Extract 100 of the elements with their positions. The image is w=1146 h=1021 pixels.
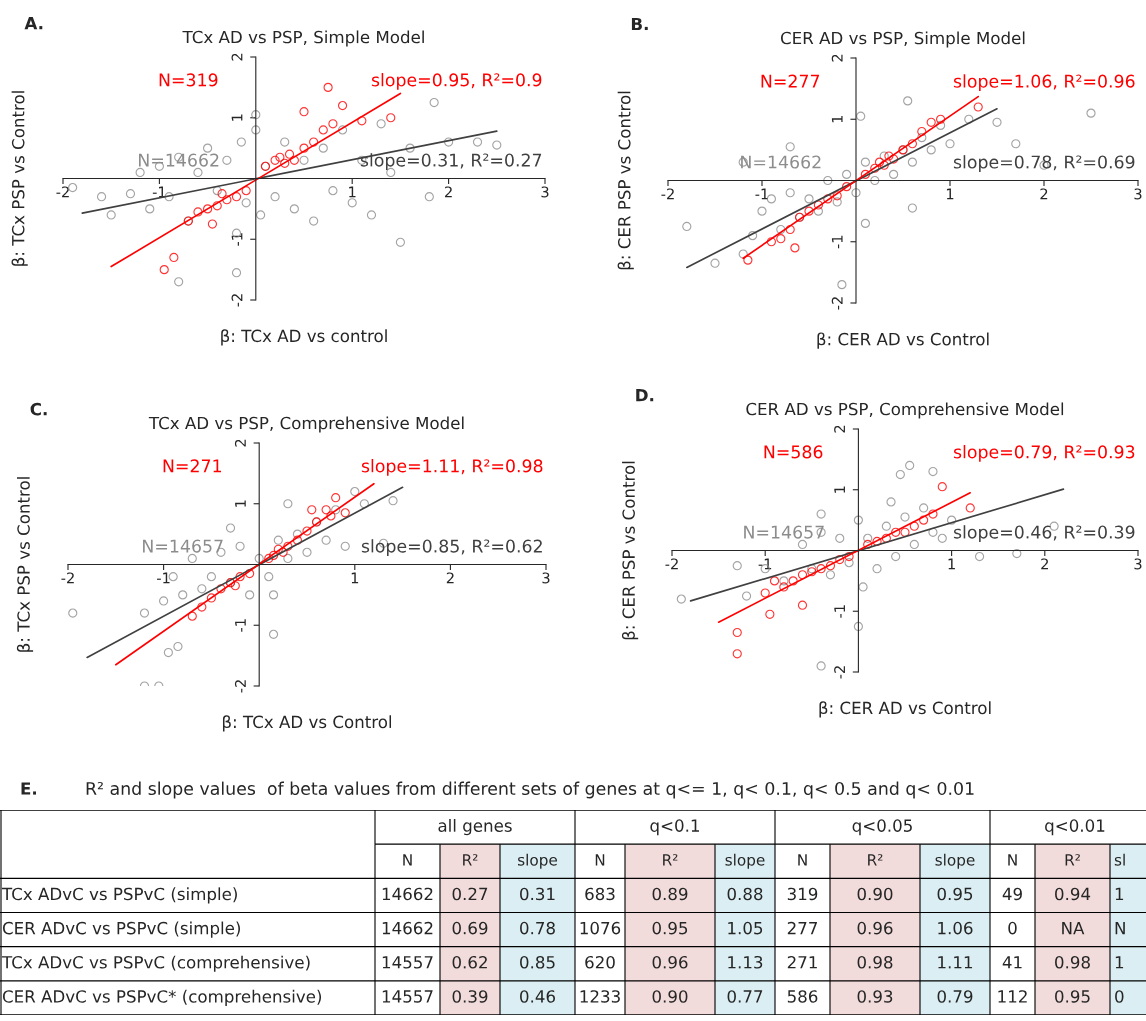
x-axis-title: β: CER AD vs Control: [819, 701, 991, 718]
x-tick-label: 3: [1134, 558, 1142, 570]
y-tick-label: -1: [834, 605, 845, 618]
category-label: R²: [868, 854, 883, 866]
x-tick-label: 3: [542, 572, 550, 584]
text: 0.96: [652, 955, 688, 969]
text: 0.27: [452, 887, 488, 901]
text: 0.46: [520, 990, 556, 1003]
text: C.: [30, 402, 47, 416]
y-tick-label: -2: [234, 680, 246, 693]
text: 1233: [580, 990, 620, 1003]
y-axis-title: β: TCx PSP vs Control: [16, 477, 34, 652]
y-tick-label: 2: [234, 439, 246, 447]
series-label: slope=0.31, R²=0.27: [360, 153, 542, 170]
x-tick-label: 1: [349, 186, 356, 198]
x-tick-label: 2: [1041, 558, 1048, 570]
text: q<0.05: [852, 819, 912, 836]
series-label: N=14657: [143, 539, 223, 553]
text: 0.95: [652, 921, 688, 935]
series-label: slope=0.78, R²=0.69: [953, 155, 1135, 172]
y-tick-label: 1: [235, 500, 246, 507]
y-tick-label: 1: [231, 114, 243, 121]
text: 14662: [382, 887, 433, 901]
x-tick-label: 2: [446, 572, 454, 584]
text: q<0.1: [650, 819, 699, 836]
category-label: R²: [463, 854, 478, 866]
text: E.: [21, 782, 37, 795]
text: 14662: [382, 921, 433, 935]
text: 0.79: [937, 990, 973, 1003]
y-tick-label: 1: [834, 486, 845, 493]
category-label: slope: [935, 853, 975, 869]
text: 0.98: [1055, 955, 1090, 969]
x-axis-title: β: TCx AD vs Control: [222, 715, 392, 732]
y-axis-title: β: TCx PSP vs Control: [11, 91, 28, 266]
x-tick-label: 1: [351, 572, 359, 584]
text: A.: [24, 17, 43, 30]
text: N=277: [761, 74, 820, 88]
text: 0.95: [937, 887, 973, 901]
category-label: slope: [518, 853, 558, 869]
text: q<0.01: [1045, 819, 1105, 836]
text: 1: [1115, 887, 1124, 901]
category-label: R²: [663, 854, 678, 866]
series-label: N=14662: [741, 155, 821, 169]
y-tick-label: -1: [231, 233, 243, 246]
text: 277: [787, 921, 817, 935]
text: 1.06: [938, 921, 973, 935]
y-tick-label: -1: [235, 619, 246, 632]
chart-title: CER AD vs PSP, Comprehensive Model: [746, 402, 1064, 419]
text: 1.05: [728, 921, 763, 935]
y-tick-label: 2: [831, 54, 843, 62]
x-tick-label: -1: [758, 558, 772, 570]
category-label: TCx ADvC vs PSPvC (simple): [1, 887, 237, 904]
text: 683: [585, 887, 615, 901]
x-tick-label: 3: [1134, 188, 1142, 200]
text: 0.93: [857, 990, 893, 1003]
category-label: slope: [725, 853, 765, 869]
category-label: sl: [1114, 853, 1125, 866]
category-label: CER ADvC vs PSPvC* (comprehensive): [2, 989, 322, 1006]
text: all genes: [438, 819, 512, 836]
text: 0.90: [857, 887, 893, 901]
chart-title: TCx AD vs PSP, Comprehensive Model: [148, 416, 464, 433]
category-label: N: [1008, 854, 1017, 866]
text: 620: [585, 955, 615, 969]
series-label: slope=0.85, R²=0.62: [361, 539, 542, 556]
text: 112: [998, 990, 1027, 1003]
series-label: slope=0.46, R²=0.39: [953, 525, 1135, 542]
x-tick-label: -1: [157, 572, 170, 584]
y-axis-title: β: CER PSP vs Control: [617, 91, 634, 270]
text: 1.13: [728, 955, 763, 969]
y-tick-label: -2: [834, 666, 845, 679]
x-tick-label: -1: [755, 188, 768, 200]
text: 0.39: [452, 990, 488, 1003]
text: 0.89: [652, 887, 688, 901]
series-label: slope=1.11, R²=0.98: [361, 459, 543, 476]
text: 0.90: [652, 990, 688, 1003]
x-tick-label: -2: [56, 186, 69, 198]
text: 0.94: [1055, 887, 1091, 901]
x-tick-label: -2: [61, 572, 74, 584]
y-tick-label: -2: [231, 294, 243, 307]
series-label: slope=0.95, R²=0.9: [371, 73, 542, 90]
text: 0.88: [727, 887, 763, 901]
text: 14557: [382, 990, 433, 1003]
text: 0.85: [520, 955, 555, 969]
text: D.: [636, 389, 654, 402]
text: B.: [631, 17, 648, 31]
text: 0.96: [857, 921, 893, 935]
text: 0.31: [520, 887, 555, 901]
y-axis-title: β: CER PSP vs Control: [621, 461, 639, 640]
x-tick-label: 2: [1040, 188, 1048, 200]
text: 1076: [580, 921, 621, 935]
x-tick-label: -2: [661, 188, 674, 200]
y-tick-label: -2: [831, 297, 843, 310]
chart-title: TCx AD vs PSP, Simple Model: [182, 30, 424, 47]
text: NA: [1062, 922, 1085, 935]
text: R² and slope values of beta values from different sets of genes at q<= 1, q< 0.1, q< 0.5 and q< 0.01: [86, 781, 974, 799]
text: N: [1115, 922, 1125, 935]
text: 0.98: [857, 955, 893, 969]
category-label: CER ADvC vs PSPvC (simple): [2, 921, 240, 938]
x-tick-label: 1: [946, 188, 954, 200]
series-label: slope=1.06, R²=0.96: [953, 74, 1135, 92]
